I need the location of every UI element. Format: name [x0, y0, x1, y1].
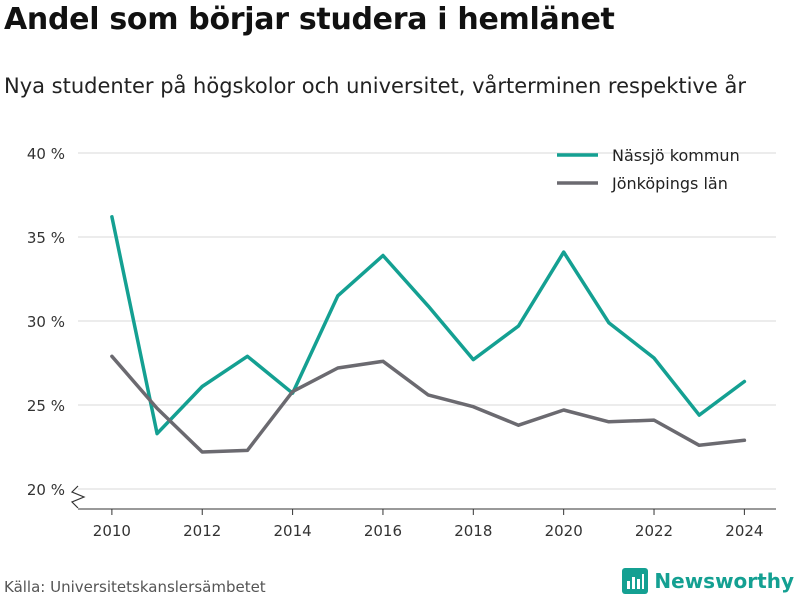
x-tick-label: 2010	[93, 522, 131, 540]
x-tick-label: 2016	[364, 522, 402, 540]
x-axis: 2010 2012 2014 2016 2018 2020 2022 2024	[70, 485, 776, 540]
grid-lines	[78, 152, 776, 490]
chart-subtitle: Nya studenter på högskolor och universit…	[4, 74, 746, 98]
y-tick-label: 30 %	[27, 313, 65, 331]
x-tick-label: 2020	[545, 522, 583, 540]
y-tick-label: 25 %	[27, 397, 65, 415]
newsworthy-logo-icon	[622, 568, 649, 594]
legend-label: Nässjö kommun	[612, 146, 740, 165]
y-axis-ticks: 20 % 25 % 30 % 35 % 40 %	[27, 145, 65, 499]
x-tick-label: 2014	[274, 522, 312, 540]
series-line-1	[110, 215, 747, 436]
x-tick-label: 2012	[183, 522, 221, 540]
axis-break-icon	[70, 485, 86, 509]
y-tick-label: 20 %	[27, 481, 65, 499]
y-tick-label: 35 %	[27, 229, 65, 247]
series-line-2	[110, 354, 747, 454]
x-tick-label: 2022	[635, 522, 673, 540]
source-note: Källa: Universitetskanslersämbetet	[4, 578, 266, 596]
series-lines	[110, 215, 747, 454]
brand-name: Newsworthy	[654, 569, 794, 593]
chart-title: Andel som börjar studera i hemlänet	[4, 2, 615, 37]
legend-label: Jönköpings län	[611, 174, 728, 193]
brand-logo: Newsworthy	[622, 568, 794, 594]
x-tick-label: 2024	[725, 522, 763, 540]
y-tick-label: 40 %	[27, 145, 65, 163]
legend: Nässjö kommun Jönköpings län	[557, 146, 740, 193]
x-tick-label: 2018	[454, 522, 492, 540]
